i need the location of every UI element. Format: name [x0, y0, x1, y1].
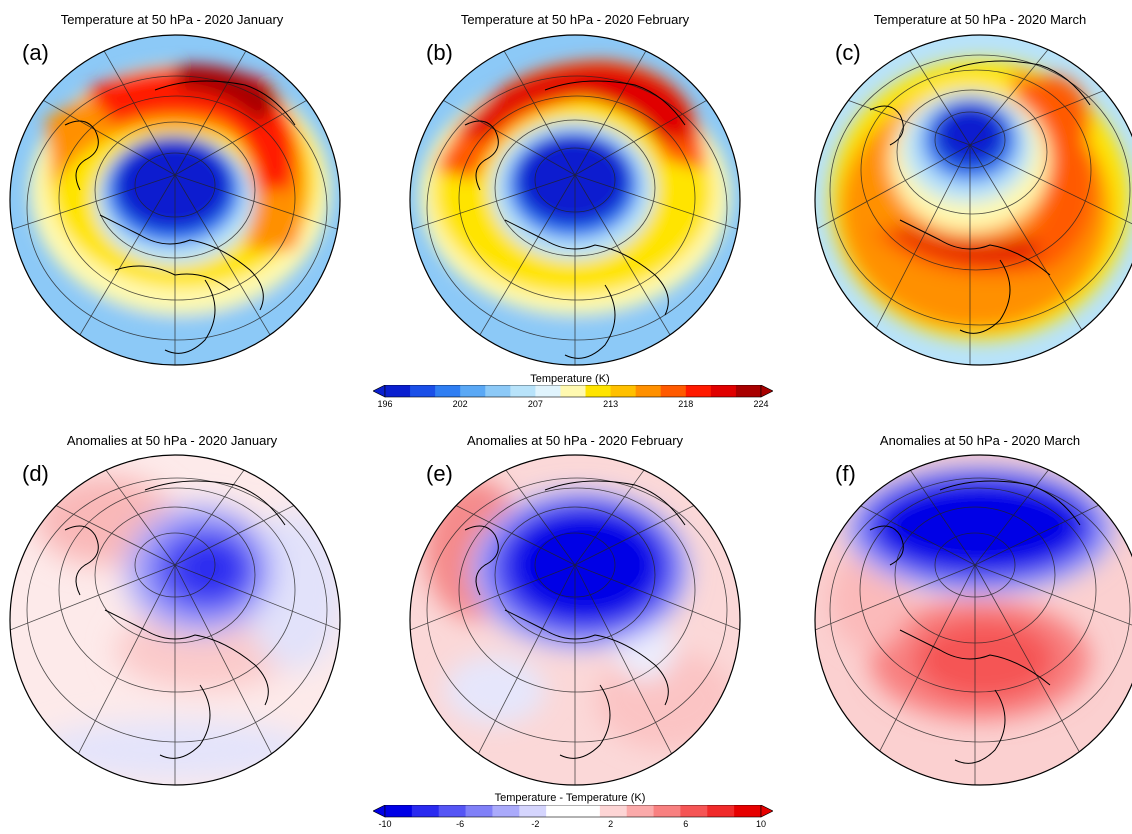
anomaly-colorbar-swatch [653, 805, 681, 817]
temperature-colorbar-tick-label: 224 [753, 399, 769, 409]
globe-temperature-january [9, 34, 341, 366]
temperature-colorbar-swatch [660, 385, 687, 397]
temperature-colorbar-swatch [610, 385, 637, 397]
anomaly-colorbar-tick-label: 6 [683, 819, 689, 829]
temperature-colorbar-swatch [635, 385, 662, 397]
temperature-colorbar-swatch [585, 385, 612, 397]
anomaly-colorbar-swatch [411, 805, 440, 817]
anomaly-colorbar-swatch [680, 805, 708, 817]
panel-title-c: Temperature at 50 hPa - 2020 March [873, 12, 1087, 27]
temperature-colorbar-tick-label: 207 [527, 399, 543, 409]
anomaly-colorbar-swatch [492, 805, 520, 817]
anomaly-colorbar-swatch [438, 805, 467, 817]
panel-title-a: Temperature at 50 hPa - 2020 January [60, 12, 284, 27]
temperature-colorbar-swatch [510, 385, 536, 397]
globe-anomaly-february [409, 454, 741, 786]
globe-temperature-march [814, 34, 1132, 366]
temperature-colorbar-swatch [435, 385, 461, 397]
anomaly-colorbar-swatch [573, 805, 601, 817]
anomaly-colorbar-swatch [385, 805, 413, 817]
anomaly-colorbar-swatch [734, 805, 762, 817]
anomaly-colorbar-tick-label: -6 [456, 819, 465, 829]
anomaly-colorbar-swatch [626, 805, 655, 817]
temperature-colorbar-swatch [385, 385, 411, 397]
globe-anomaly-march [814, 454, 1132, 786]
anomaly-colorbar-swatch [599, 805, 628, 817]
panel-label-c: (c) [835, 40, 861, 65]
colorbar-title-anomaly: Temperature - Temperature (K) [494, 792, 646, 804]
panel-title-e: Anomalies at 50 hPa - 2020 February [466, 433, 684, 448]
anomaly-colorbar-swatch [707, 805, 735, 817]
temperature-colorbar-tick-label: 218 [678, 399, 694, 409]
anomaly-colorbar-tick-label: 10 [755, 819, 767, 829]
temperature-colorbar-swatch [710, 385, 737, 397]
anomaly-colorbar-swatch [519, 805, 547, 817]
anomaly-colorbar-max-arrow [760, 805, 773, 818]
globe-temperature-february [409, 34, 741, 366]
temperature-colorbar-swatch [410, 385, 436, 397]
temperature-colorbar-tick-label: 202 [452, 399, 468, 409]
panel-title-b: Temperature at 50 hPa - 2020 February [460, 12, 690, 27]
panel-label-b: (b) [426, 40, 453, 65]
colorbar-anomaly [373, 805, 773, 818]
anomaly-colorbar-tick-label: -10 [378, 819, 392, 829]
anomaly-colorbar-tick-label: -2 [531, 819, 540, 829]
temperature-colorbar-swatch [735, 385, 762, 397]
temperature-colorbar-swatch [685, 385, 712, 397]
anomaly-colorbar-swatch [546, 805, 574, 817]
colorbar-title-temperature: Temperature (K) [530, 373, 610, 385]
temperature-colorbar-swatch [535, 385, 561, 397]
temperature-colorbar-max-arrow [760, 385, 773, 398]
globe-anomaly-january [9, 454, 341, 786]
panel-title-d: Anomalies at 50 hPa - 2020 January [66, 433, 278, 448]
temperature-colorbar-swatch [560, 385, 587, 397]
anomaly-colorbar-min-arrow [373, 805, 386, 818]
panel-label-d: (d) [22, 461, 49, 486]
panel-label-f: (f) [835, 461, 856, 486]
temperature-colorbar-swatch [460, 385, 486, 397]
panel-title-f: Anomalies at 50 hPa - 2020 March [879, 433, 1081, 448]
temperature-colorbar-tick-label: 213 [603, 399, 619, 409]
anomaly-colorbar-swatch [465, 805, 493, 817]
temperature-colorbar-tick-label: 196 [377, 399, 393, 409]
temperature-colorbar-min-arrow [373, 385, 386, 398]
anomaly-colorbar-tick-label: 2 [608, 819, 614, 829]
panel-label-a: (a) [22, 40, 49, 65]
panel-label-e: (e) [426, 461, 453, 486]
temperature-colorbar-swatch [485, 385, 511, 397]
colorbar-temperature [373, 385, 773, 398]
